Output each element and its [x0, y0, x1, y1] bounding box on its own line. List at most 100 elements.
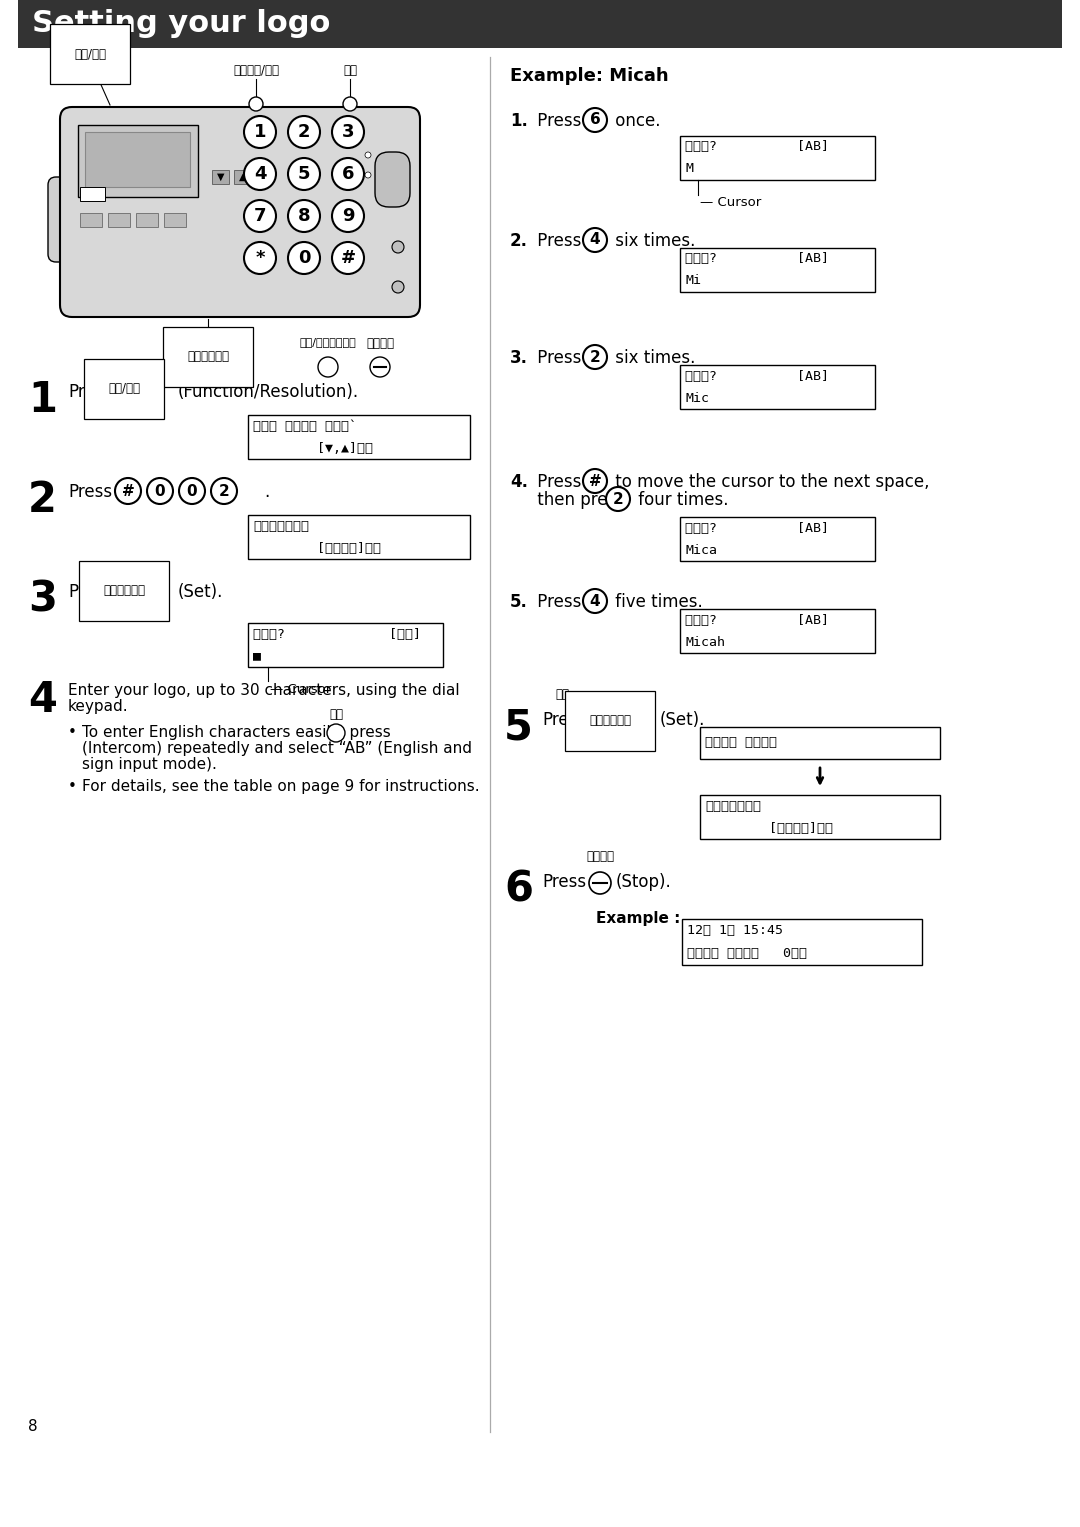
Text: — Cursor: — Cursor: [700, 195, 761, 209]
Text: Press: Press: [68, 483, 112, 501]
Text: For details, see the table on page 9 for instructions.: For details, see the table on page 9 for…: [82, 779, 480, 794]
Text: then press: then press: [532, 492, 625, 508]
Circle shape: [583, 108, 607, 131]
FancyBboxPatch shape: [680, 609, 875, 654]
Text: six times.: six times.: [610, 350, 696, 366]
FancyBboxPatch shape: [248, 623, 443, 667]
Text: Press: Press: [542, 873, 586, 890]
Text: アナタノナマイ: アナタノナマイ: [705, 800, 761, 812]
Text: ストップ: ストップ: [586, 851, 615, 863]
Text: 2: 2: [28, 479, 57, 521]
Text: •: •: [68, 779, 77, 794]
FancyBboxPatch shape: [80, 212, 102, 228]
Circle shape: [211, 478, 237, 504]
FancyBboxPatch shape: [212, 169, 229, 183]
Text: [▼,▲]オス: [▼,▲]オス: [253, 441, 373, 455]
Text: Mic: Mic: [685, 391, 708, 405]
FancyBboxPatch shape: [136, 212, 158, 228]
Text: 6: 6: [590, 113, 600, 127]
Text: *: *: [255, 249, 265, 267]
FancyBboxPatch shape: [680, 365, 875, 409]
Text: 4: 4: [28, 680, 57, 721]
Text: ナマイ?             [カナ]: ナマイ? [カナ]: [253, 628, 421, 640]
Text: 0: 0: [187, 484, 198, 498]
FancyBboxPatch shape: [80, 186, 105, 202]
Text: 6: 6: [341, 165, 354, 183]
Text: 2.: 2.: [510, 232, 528, 250]
FancyBboxPatch shape: [48, 177, 68, 263]
FancyBboxPatch shape: [681, 919, 922, 965]
Text: Mica: Mica: [685, 544, 717, 556]
Text: 5.: 5.: [510, 592, 528, 611]
Circle shape: [392, 241, 404, 253]
Text: 4.: 4.: [510, 473, 528, 492]
Text: Press: Press: [532, 592, 581, 611]
Text: sign input mode).: sign input mode).: [82, 757, 217, 773]
Text: 8: 8: [298, 208, 310, 224]
Text: 0: 0: [154, 484, 165, 498]
Text: •: •: [68, 725, 77, 741]
Text: 8: 8: [28, 1419, 38, 1434]
FancyBboxPatch shape: [164, 212, 186, 228]
Text: 2: 2: [612, 492, 623, 507]
Circle shape: [318, 357, 338, 377]
Circle shape: [244, 116, 276, 148]
Text: keypad.: keypad.: [68, 699, 129, 715]
Text: 6: 6: [504, 869, 534, 912]
Text: (Set).: (Set).: [660, 712, 705, 728]
Text: #: #: [589, 473, 602, 489]
Text: 決定: 決定: [117, 562, 131, 576]
Text: Press: Press: [68, 383, 112, 402]
Text: Setting your logo: Setting your logo: [32, 9, 330, 38]
Circle shape: [583, 345, 607, 370]
Circle shape: [147, 478, 173, 504]
Text: 4: 4: [590, 594, 600, 608]
Text: .: .: [264, 483, 269, 501]
Text: ■: ■: [253, 649, 261, 663]
Circle shape: [249, 98, 264, 111]
Circle shape: [589, 872, 611, 893]
Circle shape: [606, 487, 630, 512]
Text: あんしん応答: あんしん応答: [103, 585, 145, 597]
Text: 7: 7: [254, 208, 267, 224]
Circle shape: [179, 478, 205, 504]
FancyBboxPatch shape: [108, 212, 130, 228]
Circle shape: [244, 157, 276, 189]
Text: 機能/画質: 機能/画質: [108, 382, 140, 395]
FancyBboxPatch shape: [234, 169, 251, 183]
Text: ▼: ▼: [217, 173, 225, 182]
Text: 9: 9: [341, 208, 354, 224]
Circle shape: [244, 241, 276, 273]
Text: 機能/画質: 機能/画質: [75, 47, 106, 61]
Circle shape: [332, 241, 364, 273]
Circle shape: [392, 281, 404, 293]
Text: #: #: [122, 484, 134, 498]
Text: キノウ トウロク モード`: キノウ トウロク モード`: [253, 420, 357, 432]
Text: [ケッテイ]オス: [ケッテイ]オス: [705, 822, 833, 834]
Text: 内線: 内線: [343, 64, 357, 76]
FancyBboxPatch shape: [680, 518, 875, 560]
Text: トウロク シマシタ: トウロク シマシタ: [705, 736, 777, 750]
FancyBboxPatch shape: [18, 0, 1062, 47]
Circle shape: [583, 228, 607, 252]
Text: 4: 4: [590, 232, 600, 247]
Text: Example: Micah: Example: Micah: [510, 67, 669, 86]
Text: ナマイ?          [AB]: ナマイ? [AB]: [685, 252, 829, 266]
Text: Mi: Mi: [685, 275, 701, 287]
Circle shape: [332, 116, 364, 148]
Circle shape: [114, 478, 141, 504]
Text: 5: 5: [504, 707, 532, 750]
Circle shape: [365, 173, 372, 179]
Text: Press: Press: [68, 583, 112, 602]
Circle shape: [583, 589, 607, 612]
Text: (Stop).: (Stop).: [616, 873, 672, 890]
Text: (Set).: (Set).: [178, 583, 224, 602]
Text: 2: 2: [218, 484, 229, 498]
FancyBboxPatch shape: [680, 247, 875, 292]
Text: あんしん応答: あんしん応答: [589, 715, 631, 727]
Text: M: M: [685, 162, 693, 176]
Text: Press: Press: [532, 350, 581, 366]
Text: 1: 1: [28, 379, 57, 421]
FancyBboxPatch shape: [248, 415, 470, 460]
Text: あんしん応答: あんしん応答: [187, 351, 229, 363]
